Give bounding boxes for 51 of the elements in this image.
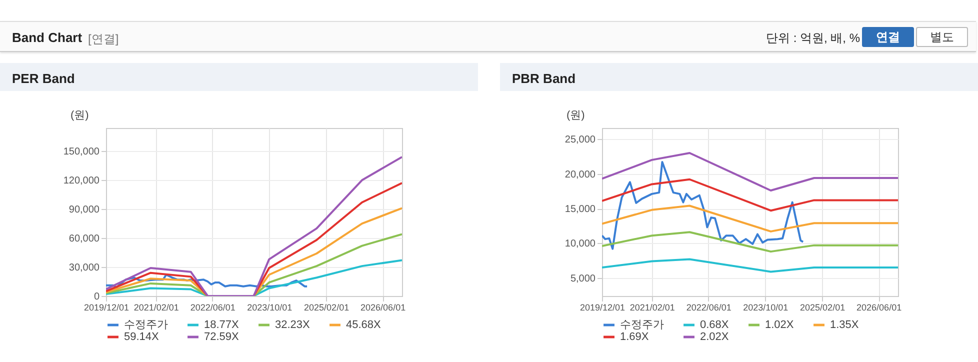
line-series bbox=[602, 258, 898, 273]
text: 별도 bbox=[916, 27, 968, 47]
y-tick-label: 60,000 bbox=[68, 234, 100, 245]
line-series bbox=[106, 274, 308, 288]
x-tick-label: 2025/02/01 bbox=[304, 302, 350, 312]
legend-label: 32.23X bbox=[275, 319, 311, 331]
y-tick-label: 10,000 bbox=[564, 238, 596, 250]
legend-label: 1.02X bbox=[765, 319, 794, 331]
x-tick-label: 2019/12/01 bbox=[580, 302, 626, 312]
text: 연결 bbox=[862, 27, 914, 47]
legend-label: 수정주가 bbox=[124, 319, 168, 331]
y-tick-label: 90,000 bbox=[68, 204, 100, 216]
chart-title: PBR Band bbox=[500, 63, 978, 91]
text: 단위 : 억원, 배, % bbox=[766, 30, 860, 47]
x-tick-label: 2023/10/01 bbox=[743, 302, 788, 312]
x-tick-label: 2023/10/01 bbox=[247, 302, 292, 312]
legend-label: 18.77X bbox=[204, 319, 240, 331]
legend-label: 72.59X bbox=[204, 331, 240, 343]
y-axis-title: (원) bbox=[566, 110, 585, 122]
x-tick-label: 2026/06/01 bbox=[360, 302, 406, 312]
legend-label: 1.35X bbox=[830, 319, 860, 331]
y-tick-label: 15,000 bbox=[564, 204, 596, 216]
line-series bbox=[602, 178, 898, 212]
line-series bbox=[602, 231, 898, 253]
legend-label: 1.69X bbox=[620, 331, 650, 343]
line-series bbox=[602, 161, 804, 250]
x-tick-label: 2026/06/01 bbox=[856, 302, 902, 312]
legend-label: 2.02X bbox=[700, 331, 730, 343]
x-tick-label: 2021/02/01 bbox=[630, 302, 675, 312]
y-tick-label: 20,000 bbox=[564, 169, 596, 180]
legend-label: 45.68X bbox=[346, 319, 382, 331]
y-tick-label: 25,000 bbox=[564, 134, 596, 146]
line-series bbox=[602, 152, 898, 192]
legend-label: 59.14X bbox=[124, 331, 160, 343]
legend-label: 수정주가 bbox=[620, 319, 664, 331]
x-tick-label: 2021/02/01 bbox=[134, 302, 179, 312]
x-tick-label: 2025/02/01 bbox=[800, 302, 846, 312]
y-tick-label: 120,000 bbox=[63, 176, 100, 187]
x-tick-label: 2019/12/01 bbox=[84, 302, 130, 312]
x-tick-label: 2022/06/01 bbox=[190, 302, 236, 312]
y-tick-label: 30,000 bbox=[68, 262, 100, 274]
legend-label: 0.68X bbox=[700, 319, 730, 331]
y-axis-title: (원) bbox=[70, 110, 89, 122]
text: Band Chart bbox=[12, 30, 82, 45]
y-tick-label: 5,000 bbox=[570, 273, 596, 284]
line-series bbox=[602, 204, 898, 232]
chart-title: PER Band bbox=[0, 63, 478, 91]
y-tick-label: 0 bbox=[94, 292, 100, 302]
text: [연결] bbox=[88, 31, 119, 48]
x-tick-label: 2022/06/01 bbox=[686, 302, 732, 312]
y-tick-label: 150,000 bbox=[63, 146, 100, 158]
